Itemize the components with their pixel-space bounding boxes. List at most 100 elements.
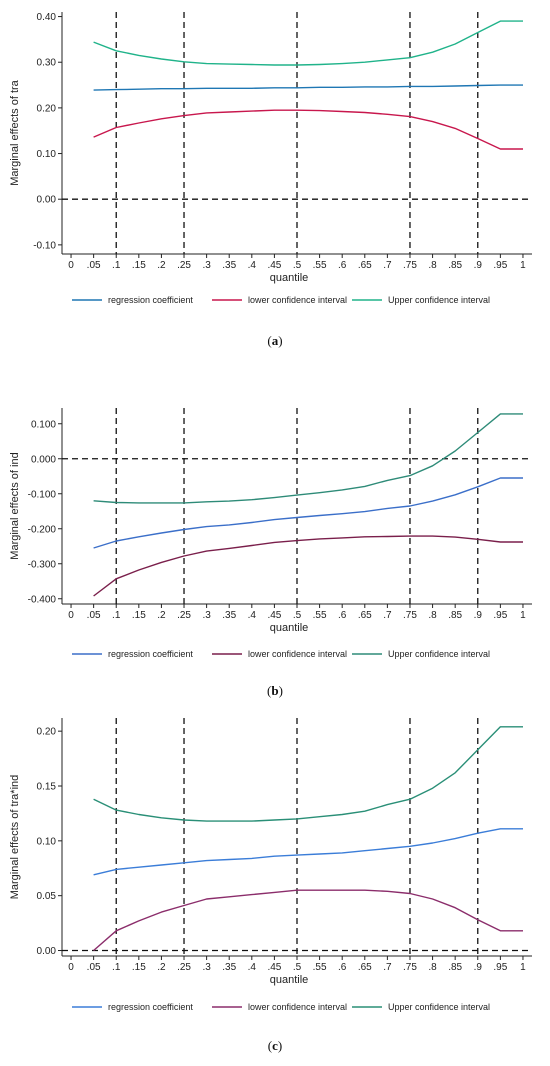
- y-tick-label: 0.000: [31, 454, 56, 465]
- panel-caption: (c): [268, 1038, 282, 1053]
- y-tick-label: 0.05: [37, 891, 57, 902]
- x-tick-label: .95: [493, 260, 507, 271]
- x-tick-label: .55: [313, 260, 327, 271]
- x-tick-label: .45: [267, 610, 281, 621]
- x-tick-label: .7: [383, 610, 392, 621]
- y-tick-label: 0.00: [37, 195, 57, 206]
- x-tick-label: 1: [520, 610, 526, 621]
- legend-label: lower confidence interval: [248, 1002, 347, 1012]
- x-tick-label: .35: [222, 260, 236, 271]
- x-tick-label: .15: [132, 260, 146, 271]
- x-tick-label: .05: [87, 260, 101, 271]
- series-line-upper-ci: [93, 20, 523, 66]
- x-tick-label: .4: [248, 260, 257, 271]
- x-tick-label: .6: [338, 260, 347, 271]
- x-tick-label: .75: [403, 610, 417, 621]
- x-tick-label: .7: [383, 260, 392, 271]
- x-tick-label: .7: [383, 962, 392, 973]
- y-tick-label: 0.30: [37, 58, 57, 69]
- x-tick-label: .5: [293, 260, 302, 271]
- x-tick-label: .8: [428, 610, 437, 621]
- x-tick-label: .55: [313, 962, 327, 973]
- x-tick-label: .3: [202, 610, 211, 621]
- y-tick-label: -0.10: [33, 240, 56, 251]
- x-tick-label: .85: [448, 962, 462, 973]
- series-line-upper-ci: [93, 726, 523, 822]
- x-tick-label: .4: [248, 610, 257, 621]
- y-tick-label: -0.400: [28, 594, 57, 605]
- panel-caption: (b): [267, 683, 283, 698]
- y-axis-title: Marginal effects of ind: [9, 452, 21, 559]
- x-tick-label: .1: [112, 260, 121, 271]
- chart-panel-a: -0.10 0.00 0.10 0.20 0.30 0.40 0 .05 .1 .15 .2 .25.…: [9, 12, 532, 348]
- x-tick-label: .25: [177, 962, 191, 973]
- x-tick-label: .5: [293, 962, 302, 973]
- x-tick-label: 0: [68, 260, 74, 271]
- x-tick-label: 0: [68, 610, 74, 621]
- y-axis-title: Marginal effects of tra: [9, 79, 21, 185]
- y-tick-label: -0.200: [28, 524, 57, 535]
- x-tick-label: .2: [157, 610, 166, 621]
- x-tick-label: .15: [132, 610, 146, 621]
- x-tick-label: .35: [222, 962, 236, 973]
- series-line-regression: [93, 84, 523, 91]
- x-tick-label: .1: [112, 962, 121, 973]
- x-tick-label: .05: [87, 610, 101, 621]
- x-tick-label: .95: [493, 610, 507, 621]
- y-tick-label: -0.100: [28, 489, 57, 500]
- x-tick-label: .75: [403, 962, 417, 973]
- series-line-lower-ci: [93, 889, 523, 952]
- x-tick-label: .3: [202, 260, 211, 271]
- x-tick-label: .8: [428, 260, 437, 271]
- y-tick-label: 0.40: [37, 12, 57, 23]
- y-tick-label: -0.300: [28, 559, 57, 570]
- x-tick-label: .2: [157, 962, 166, 973]
- x-tick-label: .85: [448, 610, 462, 621]
- x-tick-label: .6: [338, 610, 347, 621]
- x-tick-label: .25: [177, 260, 191, 271]
- y-tick-label: 0.100: [31, 419, 56, 430]
- x-axis-title: quantile: [270, 974, 309, 986]
- legend-label: Upper confidence interval: [388, 1002, 490, 1012]
- chart-panel-c: 0.000.050.100.150.200.05.1.15.2.25.3.35.…: [9, 718, 532, 1053]
- x-tick-label: .15: [132, 962, 146, 973]
- y-tick-label: 0.20: [37, 727, 57, 738]
- x-tick-label: .95: [493, 962, 507, 973]
- x-tick-label: .5: [293, 610, 302, 621]
- x-tick-label: .9: [474, 260, 483, 271]
- x-tick-label: .9: [474, 610, 483, 621]
- y-tick-label: 0.10: [37, 149, 57, 160]
- y-tick-label: 0.15: [37, 782, 57, 793]
- y-axis-title: Marginal effects of tra*ind: [9, 775, 21, 900]
- x-tick-label: .85: [448, 260, 462, 271]
- legend-label: Upper confidence interval: [388, 649, 490, 659]
- chart-panel-b: -0.400 -0.300 -0.200 -0.100 0.000 0.100 0 .05 .1…: [9, 408, 532, 698]
- legend-label: lower confidence interval: [248, 295, 347, 305]
- legend-label: regression coefficient: [108, 1002, 193, 1012]
- y-tick-label: 0.00: [37, 946, 57, 957]
- x-tick-label: .4: [248, 962, 257, 973]
- series-line-lower-ci: [93, 109, 523, 150]
- x-tick-label: .25: [177, 610, 191, 621]
- legend-label: Upper confidence interval: [388, 295, 490, 305]
- x-tick-label: .35: [222, 610, 236, 621]
- x-axis-title: quantile: [270, 622, 309, 634]
- x-tick-label: .3: [202, 962, 211, 973]
- x-tick-label: .45: [267, 260, 281, 271]
- y-tick-label: 0.10: [37, 836, 57, 847]
- x-tick-label: .75: [403, 260, 417, 271]
- x-tick-label: 1: [520, 962, 526, 973]
- x-tick-label: .1: [112, 610, 121, 621]
- x-tick-label: .55: [313, 610, 327, 621]
- x-tick-label: 0: [68, 962, 74, 973]
- panel-caption: (a): [267, 333, 282, 348]
- x-tick-label: 1: [520, 260, 526, 271]
- legend-label: regression coefficient: [108, 295, 193, 305]
- x-tick-label: .65: [358, 260, 372, 271]
- x-tick-label: .65: [358, 610, 372, 621]
- legend-label: regression coefficient: [108, 649, 193, 659]
- x-axis-title: quantile: [270, 272, 309, 284]
- x-tick-label: .9: [474, 962, 483, 973]
- y-tick-label: 0.20: [37, 103, 57, 114]
